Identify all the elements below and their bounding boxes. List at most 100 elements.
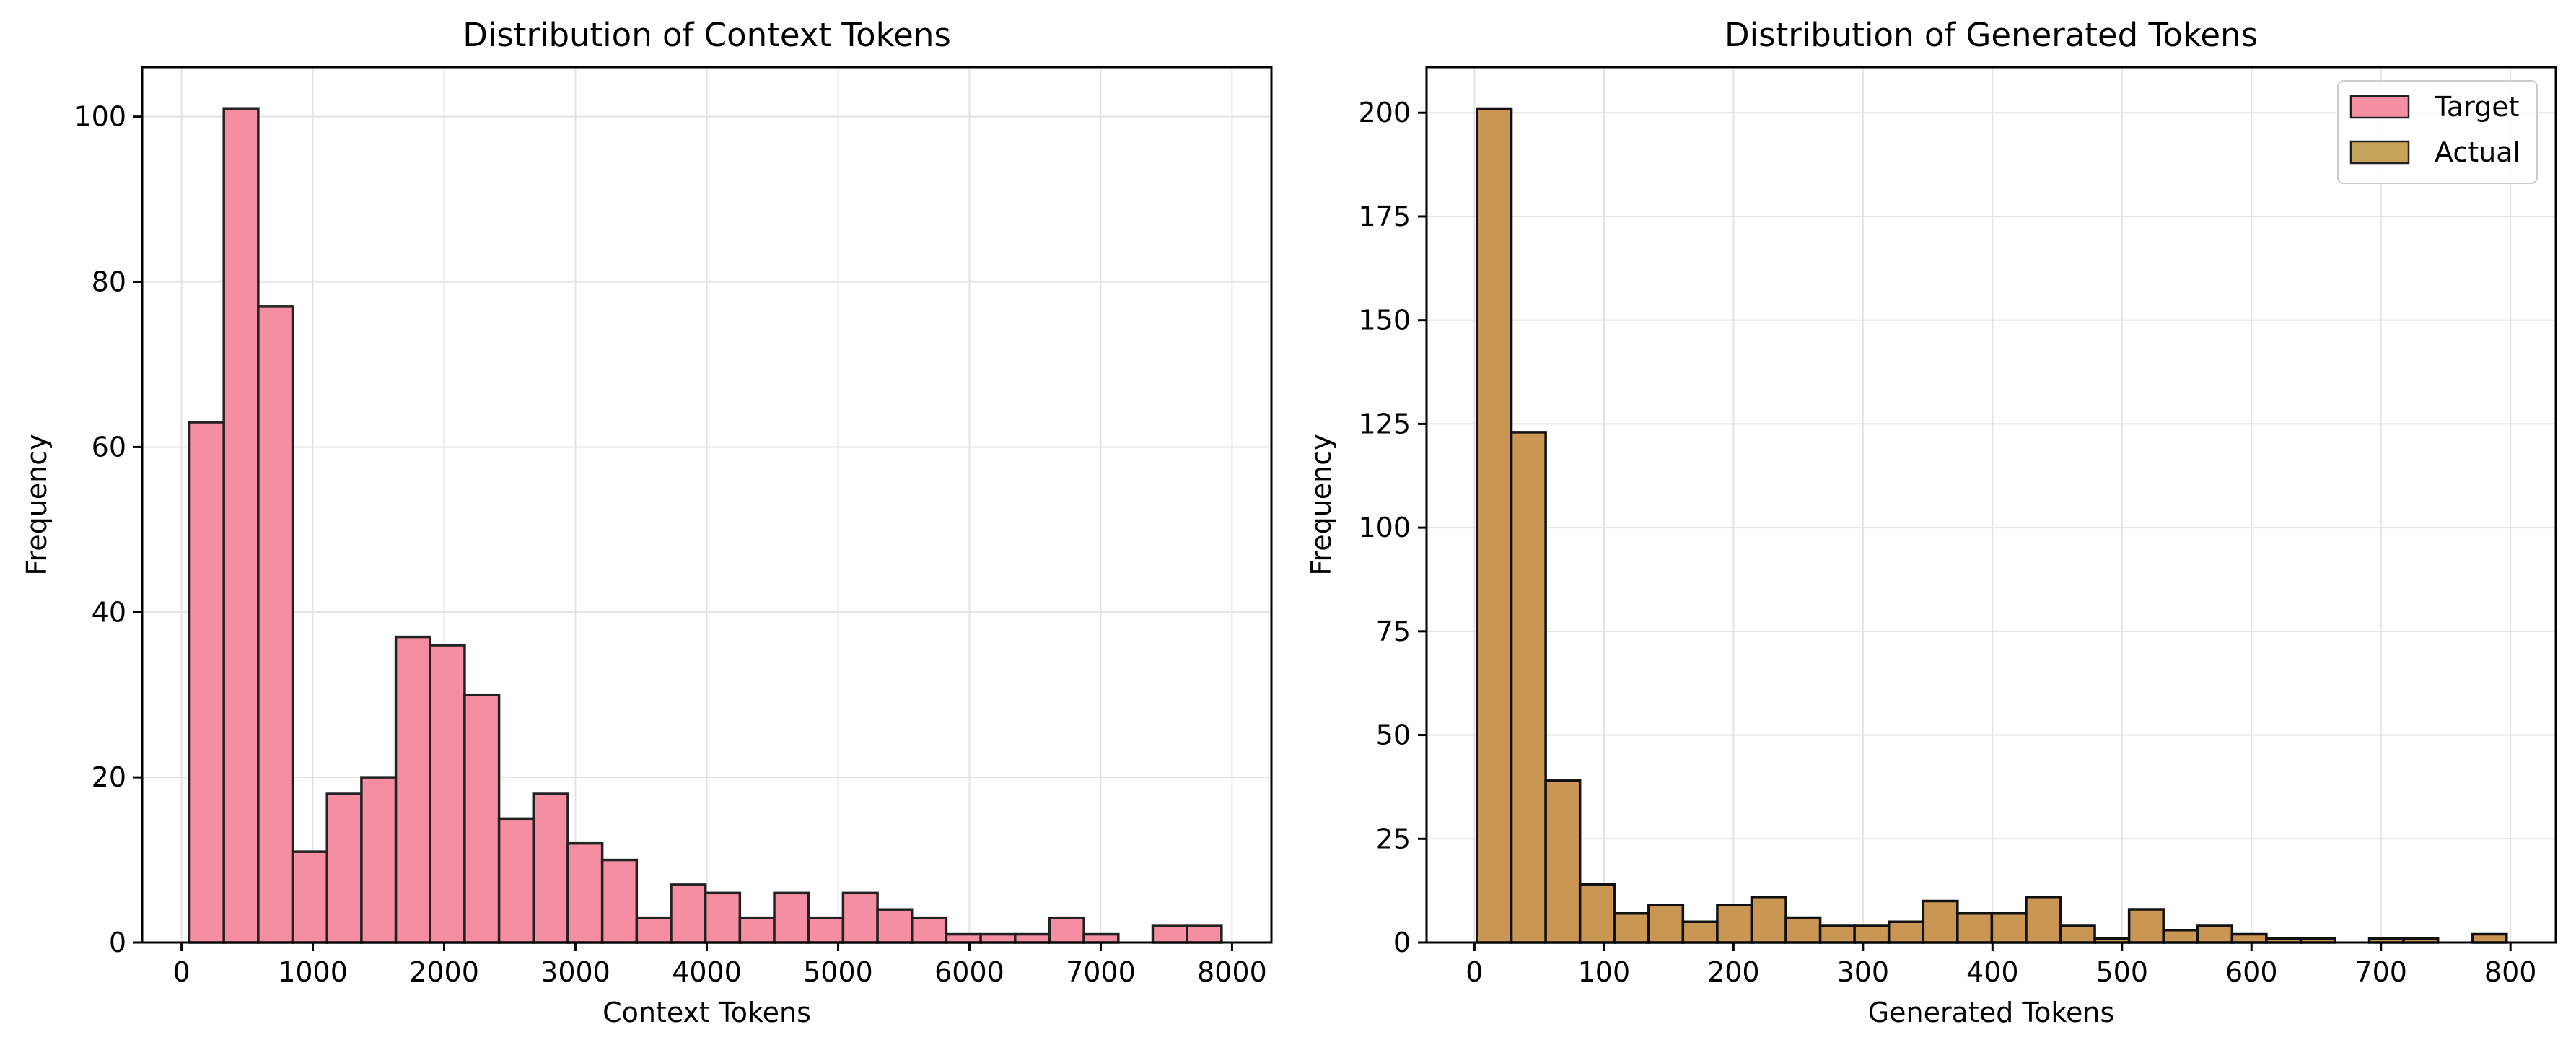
generated-histogram-bar bbox=[2471, 932, 2508, 944]
context-y-tick-label: 100 bbox=[74, 101, 126, 133]
generated-histogram-bar bbox=[1647, 904, 1685, 944]
generated-histogram-bar bbox=[1887, 920, 1925, 944]
generated-histogram-bar bbox=[1956, 912, 1994, 944]
generated-x-tick-label: 500 bbox=[2096, 956, 2149, 988]
context-histogram-bar bbox=[1151, 924, 1188, 944]
generated-histogram-bar bbox=[1990, 912, 2028, 944]
context-histogram-bar bbox=[945, 932, 982, 944]
context-histogram-bar bbox=[704, 891, 742, 944]
context-histogram-bar bbox=[979, 932, 1017, 944]
generated-histogram-bar bbox=[1784, 916, 1822, 944]
context-tokens-panel: 0 1000 2000 3000 4000 5000 6000 7000 8000 0 20 40 60… bbox=[21, 16, 1273, 1028]
context-histogram-bar bbox=[910, 916, 948, 944]
context-histogram-bar bbox=[1014, 932, 1051, 944]
context-x-tick-label: 2000 bbox=[409, 956, 479, 988]
generated-x-tick-label: 0 bbox=[1466, 956, 1483, 988]
generated-x-tick-label: 300 bbox=[1837, 956, 1890, 988]
legend-swatch-target bbox=[2349, 95, 2410, 119]
generated-x-tick-label: 700 bbox=[2354, 956, 2407, 988]
generated-histogram-bar bbox=[2025, 896, 2062, 944]
generated-histogram-bar bbox=[2196, 924, 2234, 944]
context-y-tick-label: 80 bbox=[92, 266, 126, 298]
generated-y-tick-label: 125 bbox=[1358, 408, 1411, 440]
generated-x-tick-label: 100 bbox=[1578, 956, 1631, 988]
generated-tokens-panel: 0 100 200 300 400 500 600 700 800 0 25 50 75 100 125 15… bbox=[1305, 16, 2557, 1028]
legend: Target Actual bbox=[2337, 80, 2538, 184]
context-histogram-bar bbox=[463, 693, 501, 944]
context-y-tick-label: 60 bbox=[92, 431, 126, 463]
generated-histogram-bar bbox=[1750, 896, 1787, 944]
context-x-tick-label: 6000 bbox=[934, 956, 1004, 988]
context-histogram-bar bbox=[394, 635, 432, 944]
generated-y-tick-label: 75 bbox=[1376, 616, 1411, 647]
context-chart-title: Distribution of Context Tokens bbox=[463, 16, 951, 54]
context-histogram-bar bbox=[1082, 932, 1120, 944]
generated-histogram-bar bbox=[1818, 924, 1856, 944]
generated-x-tick-label: 600 bbox=[2225, 956, 2278, 988]
legend-swatch-actual bbox=[2349, 140, 2410, 165]
context-histogram-bar bbox=[360, 776, 398, 944]
context-histogram-bar bbox=[429, 644, 466, 944]
legend-label-actual: Actual bbox=[2435, 136, 2520, 168]
context-histogram-bar bbox=[738, 916, 776, 944]
context-histogram-bar bbox=[876, 908, 914, 944]
context-histogram-bar bbox=[497, 817, 535, 944]
context-y-tick-label: 40 bbox=[92, 596, 126, 628]
generated-x-tick-label: 800 bbox=[2484, 956, 2537, 988]
context-axis-ticks: 0 1000 2000 3000 4000 5000 6000 7000 8000 0 20 40 60… bbox=[74, 101, 1266, 988]
context-histogram-bar bbox=[635, 916, 673, 944]
generated-x-tick-label: 400 bbox=[1966, 956, 2019, 988]
context-x-tick-label: 5000 bbox=[803, 956, 873, 988]
generated-y-tick-label: 50 bbox=[1376, 720, 1411, 751]
generated-histogram-bar bbox=[1476, 107, 1513, 944]
context-y-tick-label: 0 bbox=[109, 927, 126, 958]
generated-histogram-bar bbox=[1853, 924, 1891, 944]
context-histogram-bar bbox=[325, 792, 363, 944]
context-x-axis-label: Context Tokens bbox=[603, 997, 811, 1028]
legend-label-target: Target bbox=[2434, 91, 2520, 123]
generated-y-tick-label: 175 bbox=[1358, 201, 1411, 232]
generated-x-axis-label: Generated Tokens bbox=[1868, 997, 2115, 1028]
generated-histogram-bar bbox=[2162, 929, 2199, 944]
context-x-tick-label: 0 bbox=[172, 956, 190, 988]
generated-y-tick-label: 100 bbox=[1358, 512, 1411, 543]
generated-histogram-bar bbox=[1510, 431, 1547, 944]
generated-y-tick-label: 150 bbox=[1358, 305, 1411, 336]
context-histogram-bar bbox=[670, 883, 707, 944]
context-histogram-bar bbox=[188, 421, 225, 944]
context-axes-frame bbox=[141, 66, 1273, 944]
context-x-tick-label: 1000 bbox=[278, 956, 348, 988]
context-x-tick-label: 8000 bbox=[1197, 956, 1267, 988]
generated-histogram-bar bbox=[1544, 779, 1582, 944]
generated-y-tick-label: 200 bbox=[1358, 97, 1411, 128]
generated-histogram-bar bbox=[1613, 912, 1650, 944]
context-histogram-bar bbox=[222, 107, 260, 944]
generated-histogram-bar bbox=[2059, 924, 2096, 944]
generated-x-tick-label: 200 bbox=[1707, 956, 1760, 988]
context-histogram-bar bbox=[600, 858, 639, 944]
generated-histogram-bar bbox=[2230, 932, 2268, 944]
generated-histogram-bar bbox=[1578, 883, 1616, 944]
generated-y-tick-label: 0 bbox=[1393, 927, 1411, 958]
context-histogram-bar bbox=[566, 841, 604, 944]
context-histogram-bar bbox=[1048, 916, 1085, 944]
generated-axis-ticks: 0 100 200 300 400 500 600 700 800 0 25 50 75 100 125 15… bbox=[1358, 97, 2536, 988]
generated-axes-frame bbox=[1425, 66, 2557, 944]
context-histogram-bar bbox=[841, 891, 879, 944]
context-x-tick-label: 3000 bbox=[540, 956, 610, 988]
context-histogram-bar bbox=[532, 792, 569, 944]
generated-chart-title: Distribution of Generated Tokens bbox=[1725, 16, 2258, 54]
context-y-axis-label: Frequency bbox=[21, 434, 53, 575]
generated-y-axis-label: Frequency bbox=[1305, 434, 1337, 575]
context-histogram-bar bbox=[807, 916, 845, 944]
generated-histogram-bar bbox=[2127, 908, 2165, 944]
context-histogram-bars bbox=[188, 107, 1223, 944]
context-histogram-bar bbox=[291, 850, 328, 944]
generated-histogram-bar bbox=[1922, 899, 1959, 944]
context-x-tick-label: 4000 bbox=[672, 956, 742, 988]
generated-histogram-bar bbox=[1716, 904, 1753, 944]
generated-gridlines bbox=[1427, 67, 2556, 943]
context-x-tick-label: 7000 bbox=[1066, 956, 1136, 988]
generated-histogram-bar bbox=[1681, 920, 1719, 944]
